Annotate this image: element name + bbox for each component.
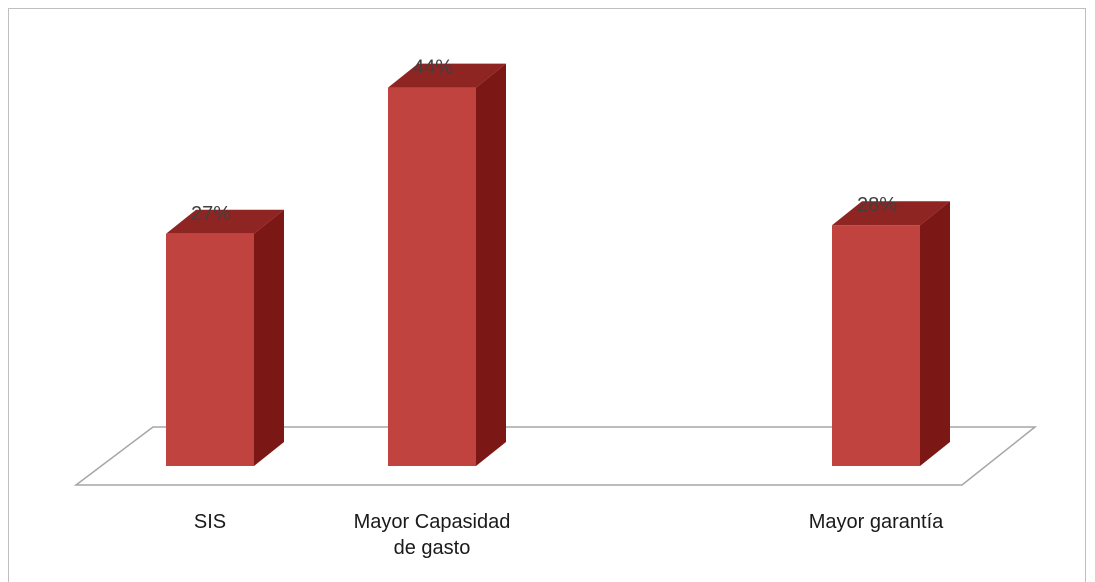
data-label-mayor-capasidad-de-gasto: 44% [413,57,453,79]
data-label-sis: 27% [191,203,231,225]
category-label-line: SIS [194,511,226,533]
category-labels-group: SIS Mayor Capasidad de gasto Mayor garantía [194,511,944,559]
category-label-line: Mayor garantía [809,511,944,533]
bar-mayor-capasidad-de-gasto [388,87,476,466]
bar-side-mayor-capasidad-de-gasto [476,63,506,466]
chart-frame [8,8,1086,582]
category-label-line: de gasto [394,537,471,559]
bar-side-sis [254,209,284,467]
bar-top-mayor-garant-a [832,201,950,226]
bar-mayor-garant-a [832,225,920,466]
bar-side-mayor-garant-a [920,201,950,466]
bar-top-sis [166,209,284,234]
value-labels-group: 27% 44% 28% [191,57,897,225]
data-label-mayor-garant-a: 28% [857,194,897,216]
chart-floor [73,426,1038,486]
bar-sis [166,233,254,466]
bars-group [166,63,950,467]
category-label-sis: SIS [194,511,226,533]
category-label-mayor-capasidad-de-gasto: Mayor Capasidad de gasto [354,511,511,559]
category-label-line: Mayor Capasidad [354,511,511,533]
bar-top-mayor-capasidad-de-gasto [388,63,506,88]
category-label-mayor-garant-a: Mayor garantía [809,511,944,533]
